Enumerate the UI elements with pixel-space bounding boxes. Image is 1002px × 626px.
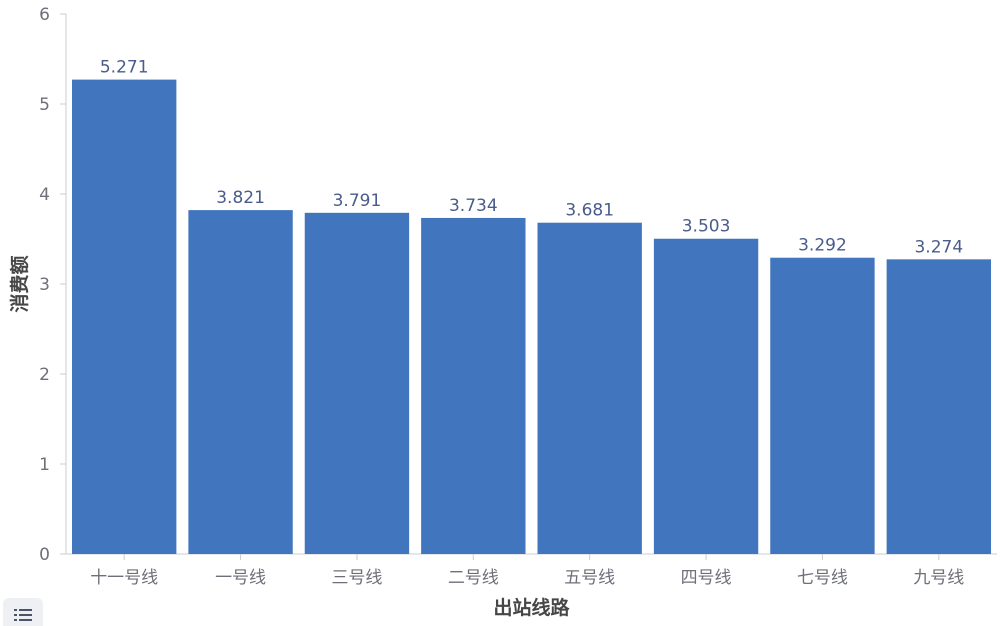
list-icon — [14, 609, 32, 621]
x-tick-label: 十一号线 — [90, 568, 158, 588]
bar[interactable] — [770, 257, 875, 554]
bars — [72, 79, 991, 555]
x-tick-label: 七号线 — [797, 568, 848, 588]
x-tick-label: 二号线 — [448, 568, 499, 588]
x-tick-label: 四号线 — [681, 568, 732, 588]
data-label: 3.681 — [565, 201, 614, 221]
bar[interactable] — [304, 212, 410, 554]
y-tick-label: 4 — [39, 185, 50, 205]
legend-toggle-button[interactable] — [3, 598, 43, 626]
x-tick-label: 九号线 — [913, 568, 964, 588]
bar[interactable] — [72, 79, 177, 555]
bar[interactable] — [537, 222, 642, 554]
y-tick-label: 5 — [39, 95, 50, 115]
y-tick-label: 2 — [39, 365, 50, 385]
x-axis: 十一号线 一号线 三号线 二号线 五号线 四号线 七号线 九号线 — [66, 553, 997, 588]
data-label: 3.274 — [914, 237, 963, 257]
data-label: 3.791 — [333, 191, 382, 211]
x-axis-title: 出站线路 — [493, 596, 570, 619]
y-tick-label: 6 — [39, 5, 50, 25]
data-labels: 5.271 3.821 3.791 3.734 3.681 3.503 3.292 3.274 — [100, 58, 963, 258]
bar[interactable] — [653, 238, 759, 555]
x-tick-label: 五号线 — [564, 568, 615, 588]
y-tick-label: 3 — [39, 275, 50, 295]
y-tick-label: 1 — [39, 455, 50, 475]
data-label: 3.292 — [798, 236, 847, 256]
data-label: 3.503 — [682, 217, 731, 237]
bar[interactable] — [421, 217, 526, 554]
x-tick-label: 三号线 — [331, 568, 382, 588]
bar[interactable] — [886, 259, 991, 554]
x-tick-label: 一号线 — [215, 568, 266, 588]
data-label: 5.271 — [100, 58, 149, 78]
data-label: 3.821 — [216, 188, 265, 208]
bar[interactable] — [188, 210, 293, 555]
y-axis-title: 消费额 — [8, 255, 31, 312]
y-tick-label: 0 — [39, 545, 50, 565]
data-label: 3.734 — [449, 196, 498, 216]
y-axis: 0 1 2 3 4 5 6 — [39, 5, 67, 565]
